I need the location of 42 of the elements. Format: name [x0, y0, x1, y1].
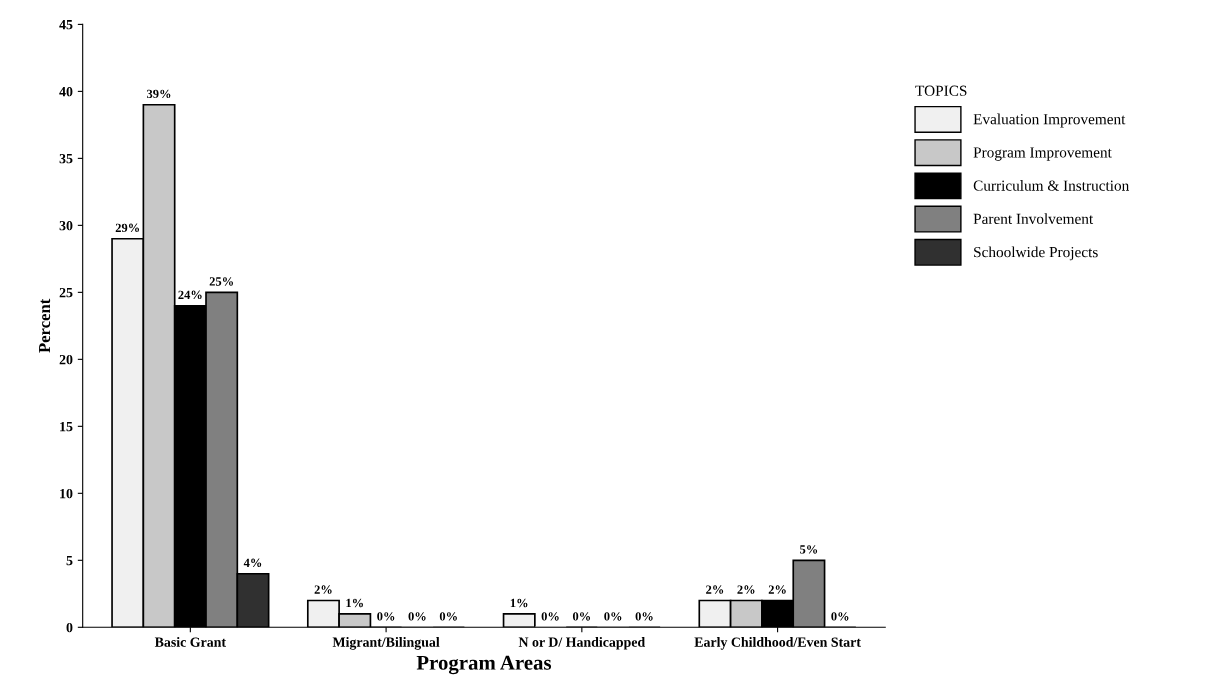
legend-title: TOPICS — [915, 85, 967, 96]
data-label: 5% — [800, 545, 818, 554]
legend-label: Program Improvement — [973, 147, 1112, 161]
legend-label: Evaluation Improvement — [973, 113, 1126, 128]
data-label: 2% — [768, 585, 786, 594]
y-axis-title: Percent — [39, 298, 51, 353]
y-tick-label: 0 — [66, 622, 73, 633]
data-label: 0% — [604, 612, 622, 621]
legend-label: Parent Involvement — [973, 213, 1094, 225]
data-label: 39% — [147, 89, 171, 99]
data-label: 0% — [377, 612, 395, 621]
y-tick-label: 20 — [59, 354, 73, 365]
data-label: 1% — [346, 598, 363, 608]
y-tick-label: 5 — [66, 556, 73, 566]
data-label: 1% — [510, 598, 528, 608]
data-label: 0% — [831, 612, 849, 621]
y-tick-label: 45 — [59, 20, 73, 30]
x-tick-label: Migrant/Bilingual — [332, 637, 440, 650]
x-tick-label: Basic Grant — [154, 637, 226, 647]
x-tick-label: Early Childhood/Even Start — [694, 637, 861, 650]
data-label: 25% — [209, 277, 233, 286]
legend-label: Curriculum & Instruction — [973, 180, 1130, 191]
x-axis-title: Program Areas — [416, 655, 552, 675]
data-label: 29% — [115, 223, 140, 233]
y-tick-label: 30 — [59, 220, 73, 231]
data-label: 0% — [635, 612, 653, 621]
y-tick-label: 25 — [59, 287, 73, 298]
data-label: 4% — [243, 558, 262, 568]
y-tick-label: 40 — [59, 86, 73, 97]
data-label: 0% — [439, 612, 457, 621]
data-label: 24% — [178, 290, 202, 300]
data-label: 2% — [737, 585, 755, 594]
y-tick-label: 10 — [60, 488, 73, 499]
data-label: 2% — [706, 585, 724, 594]
data-label: 0% — [541, 612, 559, 621]
y-tick-label: 15 — [60, 421, 73, 432]
legend-label: Schoolwide Projects — [974, 246, 1098, 261]
data-label: 0% — [408, 612, 426, 621]
data-label: 0% — [572, 612, 591, 621]
data-label: 2% — [314, 585, 332, 594]
y-tick-label: 35 — [59, 154, 73, 164]
x-tick-label: N or D/ Handicapped — [518, 637, 646, 650]
